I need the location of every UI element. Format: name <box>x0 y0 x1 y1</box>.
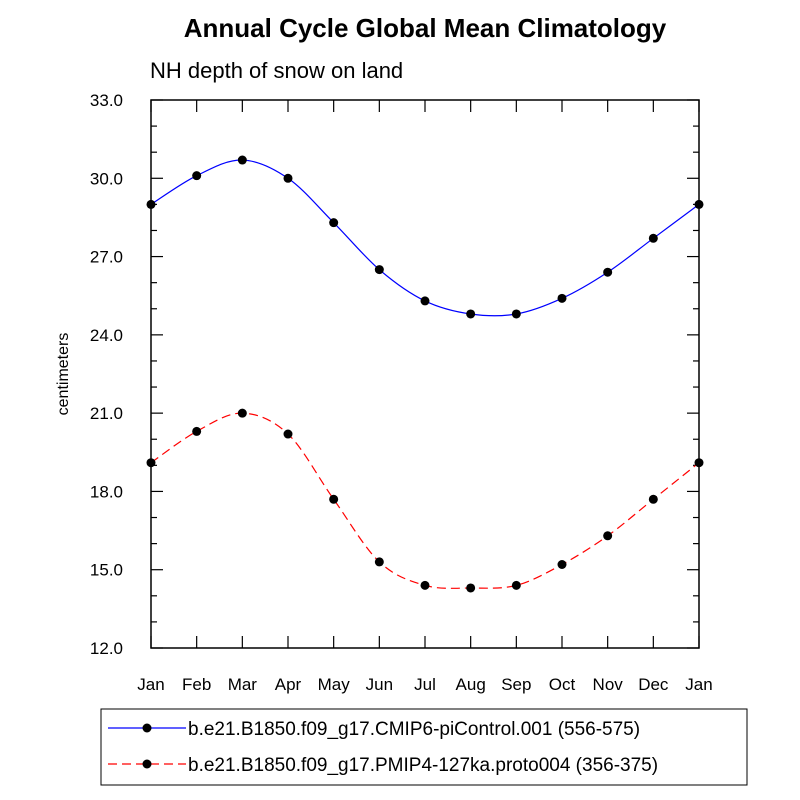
x-tick-label: Jun <box>366 675 393 694</box>
data-point <box>283 173 293 183</box>
legend-marker <box>142 759 152 769</box>
data-point <box>420 296 430 306</box>
x-tick-label: Jan <box>685 675 712 694</box>
legend-label: b.e21.B1850.f09_g17.CMIP6-piControl.001 … <box>188 719 640 740</box>
series-2 <box>146 408 704 593</box>
x-tick-label: Dec <box>638 675 669 694</box>
legend: b.e21.B1850.f09_g17.CMIP6-piControl.001 … <box>100 708 748 786</box>
data-point <box>511 580 521 590</box>
x-tick-label: Nov <box>593 675 624 694</box>
y-tick-label: 30.0 <box>90 169 123 188</box>
legend-label: b.e21.B1850.f09_g17.PMIP4-127ka.proto004… <box>188 755 658 776</box>
data-point <box>329 218 339 228</box>
y-tick-label: 15.0 <box>90 561 123 580</box>
legend-box <box>100 708 748 786</box>
x-tick-label: Oct <box>549 675 576 694</box>
plot-frame <box>150 99 700 649</box>
chart-subtitle: NH depth of snow on land <box>150 58 403 83</box>
data-point <box>237 408 247 418</box>
x-tick-label: Jul <box>414 675 436 694</box>
data-point <box>329 494 339 504</box>
chart-title: Annual Cycle Global Mean Climatology <box>184 13 667 43</box>
series-layer <box>146 155 704 593</box>
data-point <box>557 559 567 569</box>
data-point <box>466 583 476 593</box>
x-tick-label: Sep <box>501 675 531 694</box>
data-point <box>192 171 202 181</box>
x-tick-label: Jan <box>137 675 164 694</box>
series-line <box>150 159 700 317</box>
x-tick-label: Mar <box>228 675 258 694</box>
y-tick-label: 18.0 <box>90 482 123 501</box>
data-point <box>511 309 521 319</box>
y-tick-label: 33.0 <box>90 91 123 110</box>
data-point <box>557 293 567 303</box>
y-tick-label: 24.0 <box>90 326 123 345</box>
y-tick-label: 21.0 <box>90 404 123 423</box>
x-tick-label: May <box>318 675 351 694</box>
y-axis-label: centimeters <box>55 333 72 416</box>
x-tick-label: Apr <box>275 675 302 694</box>
data-point <box>648 494 658 504</box>
x-tick-label: Aug <box>456 675 486 694</box>
y-tick-label: 27.0 <box>90 248 123 267</box>
data-point <box>374 265 384 275</box>
x-tick-label: Feb <box>182 675 211 694</box>
data-point <box>374 557 384 567</box>
data-point <box>694 458 704 468</box>
data-point <box>648 233 658 243</box>
data-point <box>694 199 704 209</box>
series-line <box>150 412 700 589</box>
data-point <box>146 199 156 209</box>
axes: 12.0 15.0 18.0 21.0 24.0 27.0 30.0 33.0 Jan Feb Ma… <box>90 91 713 694</box>
series-1 <box>146 155 704 319</box>
data-point <box>420 580 430 590</box>
data-point <box>603 531 613 541</box>
data-point <box>603 267 613 277</box>
data-point <box>283 429 293 439</box>
data-point <box>146 458 156 468</box>
data-point <box>192 426 202 436</box>
data-point <box>237 155 247 165</box>
legend-marker <box>142 723 152 733</box>
y-tick-label: 12.0 <box>90 639 123 658</box>
data-point <box>466 309 476 319</box>
